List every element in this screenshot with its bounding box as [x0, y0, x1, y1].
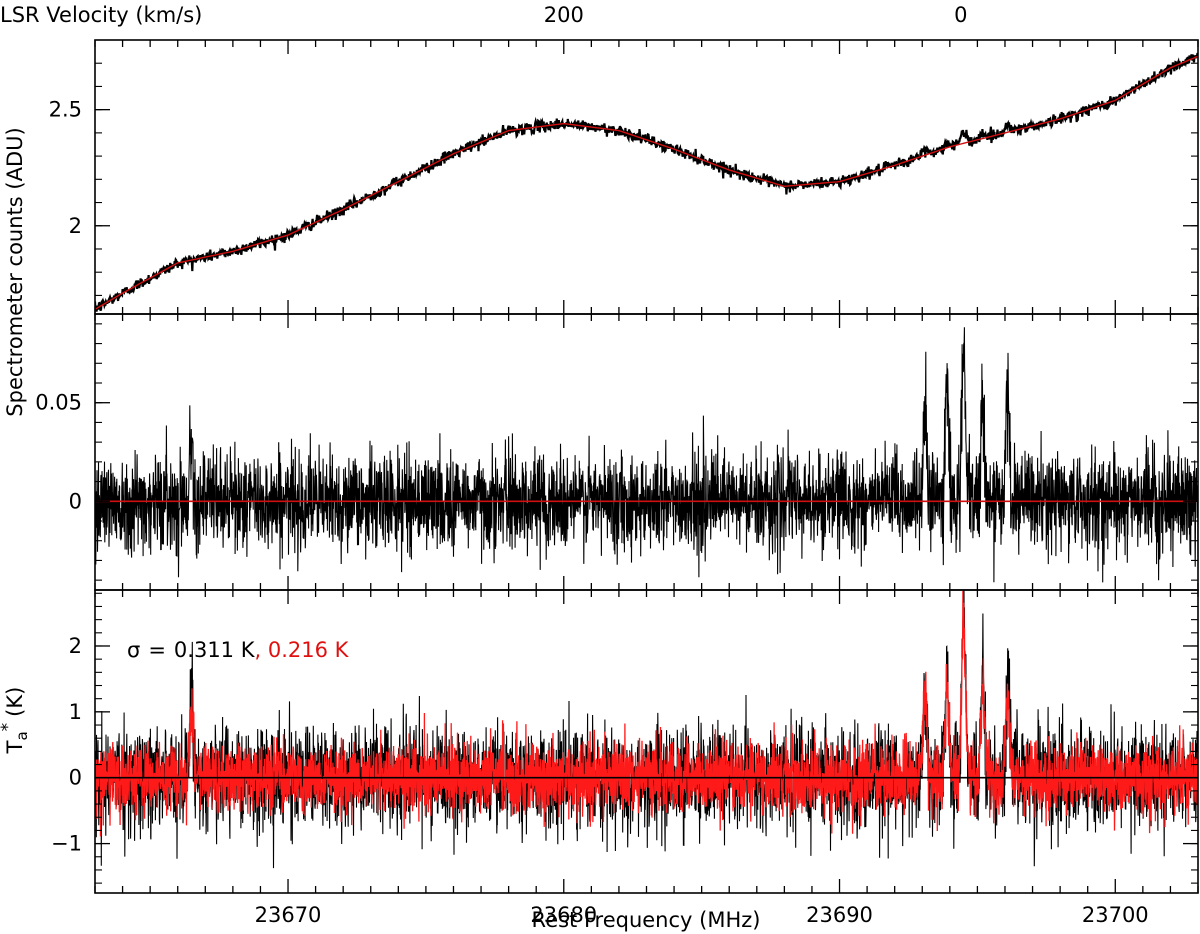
series-raw-spectrum [95, 52, 1198, 312]
panel-top-raw-spectrum: 22.5 [49, 39, 1199, 315]
x-tick-label: 23700 [1082, 903, 1149, 927]
x-axis-title: Rest Frequency (MHz) [532, 908, 761, 932]
series-ta-black [95, 590, 1198, 869]
sigma-value-black: 0.311 K [174, 638, 256, 662]
bottom-y-axis-title: Ta* (K) [0, 687, 31, 755]
series-ta-red [95, 590, 1198, 837]
panel-bottom-antenna-temperature: −1 0 1 2 23670 23680 23690 23700 [51, 589, 1199, 927]
top-axis-label: LSR Velocity (km/s) [0, 3, 202, 27]
y-tick-label: 1 [69, 700, 82, 724]
series-baseline-fit [95, 55, 1198, 310]
bottom-y-axis-title-sub: a [13, 731, 31, 740]
x-tick-label: 23680 [530, 903, 597, 927]
y-tick-label: 0.05 [35, 391, 82, 415]
panel-middle-residual: 00.05 [35, 313, 1199, 591]
panel-frame [94, 39, 1199, 315]
sigma-annotation: σ = 0.311 K, 0.216 K [127, 638, 350, 662]
y-tick-label: 2 [69, 214, 82, 238]
top-axis-velocity-tick-labels: 200 0 [544, 3, 968, 27]
y-tick-label: 2.5 [49, 98, 82, 122]
bottom-y-axis-title-sup: * [0, 723, 18, 732]
x-tick-label: 23690 [806, 903, 873, 927]
sigma-value-red: , 0.216 K [255, 638, 350, 662]
top-velocity-tick-label: 200 [544, 3, 584, 27]
bottom-y-axis-title-unit: (K) [3, 687, 27, 717]
top-velocity-tick-label: 0 [954, 3, 967, 27]
panel-frame [94, 313, 1199, 591]
x-tick-label: 23670 [255, 903, 322, 927]
y-tick-label: 0 [69, 766, 82, 790]
sigma-equals: = [148, 638, 166, 662]
shared-y-axis-title: Spectrometer counts (ADU) [3, 127, 27, 416]
y-tick-label: 2 [69, 634, 82, 658]
sigma-symbol: σ [127, 638, 140, 662]
y-tick-label: −1 [51, 832, 82, 856]
bottom-y-axis-title-main: T [3, 740, 27, 754]
series-residual-spectrum [95, 327, 1198, 583]
y-tick-label: 0 [69, 489, 82, 513]
